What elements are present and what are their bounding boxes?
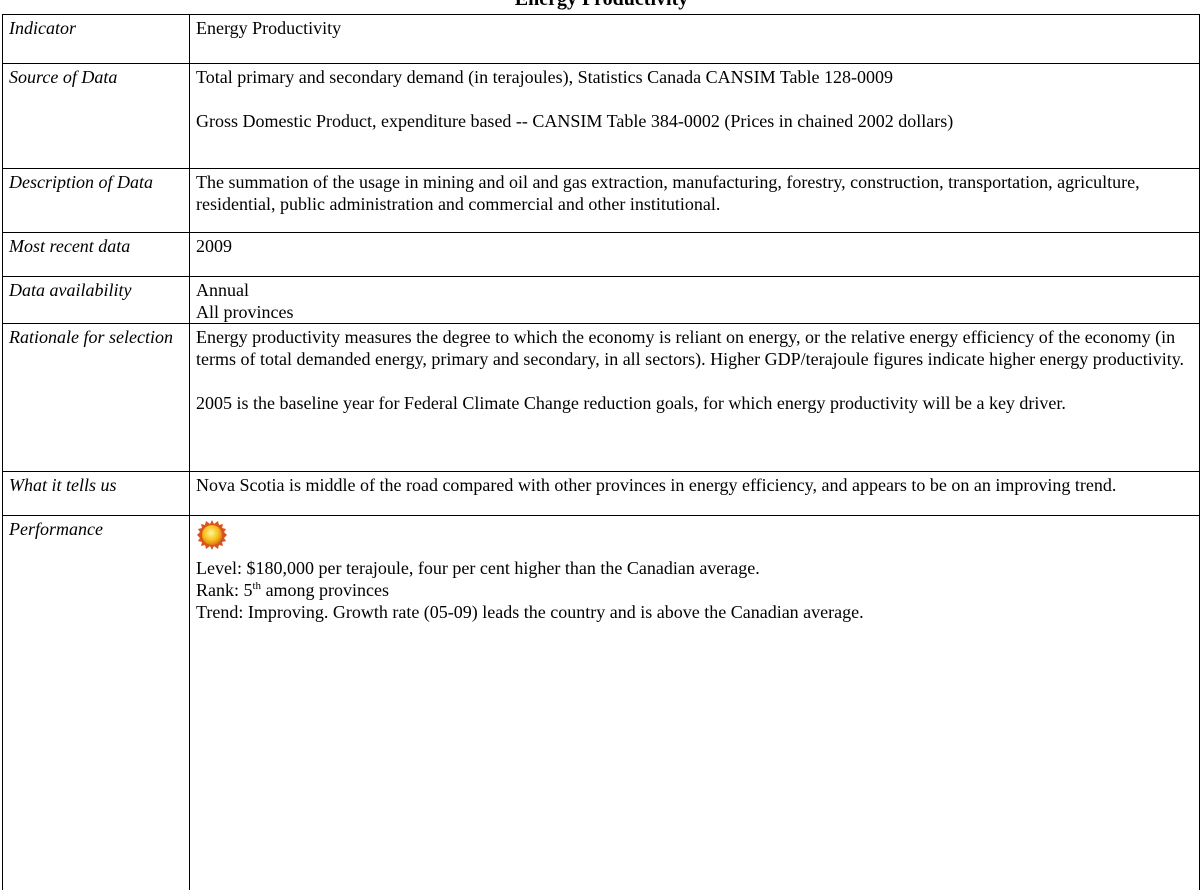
cell: Annual All provinces [189, 276, 1200, 324]
cell: Level: $180,000 per terajoule, four per … [189, 515, 1200, 890]
row: Source of Data Total primary and seconda… [2, 63, 1200, 169]
label: Description of Data [2, 168, 190, 233]
label: Indicator [2, 14, 190, 64]
text: Energy Productivity [196, 18, 342, 38]
row: Performance Level: $180,000 per terajoul… [2, 515, 1200, 890]
label: Rationale for selection [2, 323, 190, 472]
text: Annual [196, 280, 249, 300]
label: What it tells us [2, 471, 190, 516]
row: Description of Data The summation of the… [2, 168, 1200, 233]
text: Nova Scotia is middle of the road compar… [196, 475, 1117, 495]
cell: Total primary and secondary demand (in t… [189, 63, 1200, 169]
title: Energy Productivity [0, 0, 1203, 10]
row: Most recent data 2009 [2, 232, 1200, 277]
cell: Energy productivity measures the degree … [189, 323, 1200, 472]
label: Performance [2, 515, 190, 890]
text: Total primary and secondary demand (in t… [196, 67, 893, 87]
text: among provinces [261, 580, 390, 600]
text: Gross Domestic Product, expenditure base… [196, 111, 954, 131]
row: Data availability Annual All provinces [2, 276, 1200, 324]
text: 2009 [196, 236, 232, 256]
row: Rationale for selection Energy productiv… [2, 323, 1200, 472]
text: The summation of the usage in mining and… [196, 172, 1140, 214]
text: Rank: 5 [196, 580, 253, 600]
label: Data availability [2, 276, 190, 324]
cell: Energy Productivity [189, 14, 1200, 64]
cell: Nova Scotia is middle of the road compar… [189, 471, 1200, 516]
cell: 2009 [189, 232, 1200, 277]
label: Source of Data [2, 63, 190, 169]
label: Most recent data [2, 232, 190, 277]
text: Level: $180,000 per terajoule, four per … [196, 558, 760, 578]
sun-icon [197, 520, 227, 550]
indicator-table: Indicator Energy Productivity Source of … [2, 14, 1200, 890]
text: 2005 is the baseline year for Federal Cl… [196, 393, 1066, 413]
text: Trend: Improving. Growth rate (05-09) le… [196, 602, 864, 622]
text: Rank: 5th among provinces [196, 579, 1193, 601]
row: Indicator Energy Productivity [2, 14, 1200, 64]
row: What it tells us Nova Scotia is middle o… [2, 471, 1200, 516]
superscript: th [252, 580, 262, 592]
cell: The summation of the usage in mining and… [189, 168, 1200, 233]
text: Energy productivity measures the degree … [196, 327, 1185, 369]
text: All provinces [196, 302, 294, 322]
